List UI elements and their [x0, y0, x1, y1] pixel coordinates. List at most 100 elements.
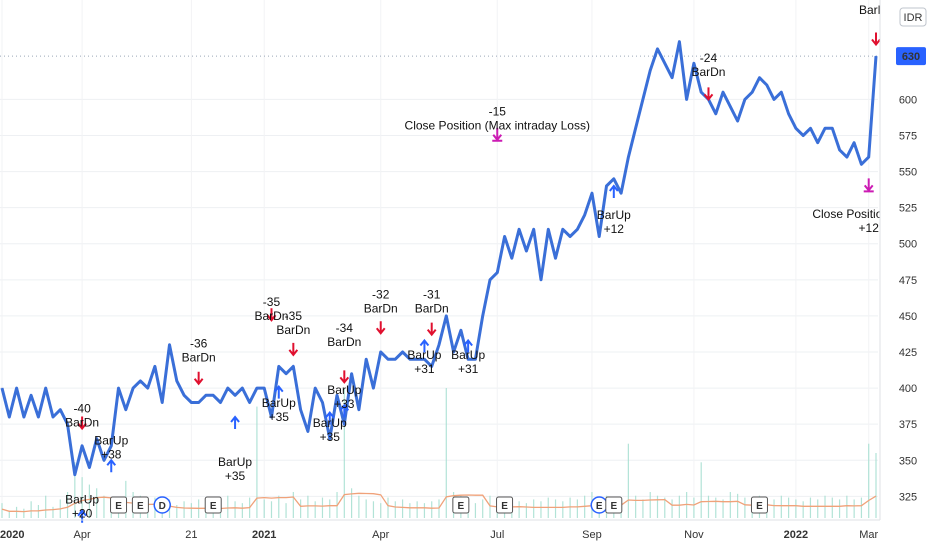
event-badge: E — [590, 496, 608, 514]
time-tick-label: 2022 — [784, 529, 808, 541]
exit-marker-icon — [492, 127, 503, 142]
event-badge-letter: E — [210, 501, 217, 512]
event-badge-letter: E — [137, 501, 144, 512]
price-point — [700, 91, 702, 93]
trade-annotation: BarUp+31 — [407, 338, 442, 376]
price-tick-label: 475 — [899, 275, 917, 287]
price-point — [635, 127, 637, 129]
annotation-label: BarUp — [451, 348, 485, 362]
volume-bar — [700, 462, 702, 518]
price-point — [241, 387, 243, 389]
volume-bar — [722, 499, 724, 518]
price-point — [482, 315, 484, 317]
time-axis: 2020 Apr 21 2021 Apr Jul Sep Nov 2022 Mar — [0, 519, 880, 541]
event-badge: E — [110, 496, 128, 514]
annotation-label: BarUp — [407, 348, 441, 362]
volume-bar — [838, 499, 841, 518]
event-badge: D — [153, 496, 171, 514]
trade-annotation: BarUp+31 — [451, 338, 485, 376]
volume-bar — [423, 503, 426, 518]
volume-bar — [23, 508, 25, 518]
volume-bar — [314, 501, 316, 518]
price-point — [8, 416, 10, 418]
price-tick-label: 425 — [899, 347, 917, 359]
volume-bar — [380, 503, 382, 518]
event-badge: E — [750, 496, 768, 514]
earnings-badge-icon — [496, 496, 514, 514]
annotation-label: -36 — [190, 337, 208, 351]
price-point — [103, 459, 105, 461]
volume-bar — [300, 499, 302, 518]
price-point — [263, 387, 265, 389]
price-point — [147, 387, 149, 389]
event-badge-letter: D — [159, 501, 166, 512]
buy-arrow-icon — [106, 458, 117, 473]
volume-bar — [307, 495, 309, 518]
annotation-label: -24 — [700, 51, 718, 65]
event-badge-letter: E — [115, 501, 122, 512]
price-tick-label: 375 — [899, 419, 917, 431]
event-badge: E — [496, 496, 514, 514]
earnings-badge-icon — [452, 496, 470, 514]
annotation-label: +35 — [320, 430, 341, 444]
price-point — [613, 178, 615, 180]
price-point — [729, 106, 731, 108]
price-point — [110, 445, 112, 447]
volume-bar — [482, 499, 484, 518]
price-point — [693, 62, 695, 64]
trade-annotation: BarUp+35 — [262, 385, 296, 424]
volume-bar — [358, 495, 360, 518]
volume-bar — [635, 495, 637, 518]
volume-bar — [263, 499, 265, 518]
volume-bar — [846, 495, 848, 518]
volume-bar — [227, 495, 229, 518]
price-point — [453, 351, 455, 353]
event-badge: E — [605, 496, 623, 514]
price-point — [358, 409, 360, 411]
price-point — [766, 84, 768, 86]
price-point — [45, 387, 47, 389]
price-point — [402, 351, 404, 353]
volume-bar — [431, 501, 433, 518]
trade-annotation: BarUp+20 — [65, 493, 99, 523]
price-point — [525, 250, 527, 252]
annotation-label: +12 — [604, 222, 625, 236]
annotation-label: -15 — [489, 104, 507, 118]
event-badge: E — [131, 496, 149, 514]
price-point — [161, 402, 163, 404]
price-point — [212, 394, 214, 396]
price-point — [52, 416, 54, 418]
price-point — [154, 365, 156, 367]
sell-arrow-icon — [193, 371, 204, 386]
volume-bar — [270, 501, 273, 518]
price-point — [292, 365, 294, 367]
volume-bar — [656, 495, 659, 518]
earnings-badge-icon — [131, 496, 149, 514]
annotation-label: +31 — [458, 362, 479, 376]
annotation-label: BarUp — [313, 416, 347, 430]
volume-bar — [8, 510, 10, 518]
price-point — [620, 192, 622, 194]
event-badge-letter: E — [596, 501, 603, 512]
volume-bar — [875, 453, 877, 518]
price-point — [686, 98, 688, 100]
volume-bar — [569, 497, 571, 518]
price-point — [780, 91, 782, 93]
price-point — [351, 373, 353, 375]
price-point — [868, 156, 870, 158]
price-point — [839, 149, 841, 151]
annotation-label: BarDn — [415, 302, 449, 316]
volume-bar — [241, 503, 243, 518]
volume-bar — [737, 493, 739, 518]
volume-bar — [37, 505, 40, 518]
volume-bar — [292, 492, 294, 518]
event-badge-letter: E — [756, 501, 763, 512]
sell-arrow-icon — [375, 321, 386, 335]
price-tick-label: 575 — [899, 130, 917, 142]
annotation-label: +38 — [101, 447, 122, 461]
price-point — [758, 77, 760, 79]
earnings-badge-icon — [605, 496, 623, 514]
volume-bar — [474, 503, 477, 518]
